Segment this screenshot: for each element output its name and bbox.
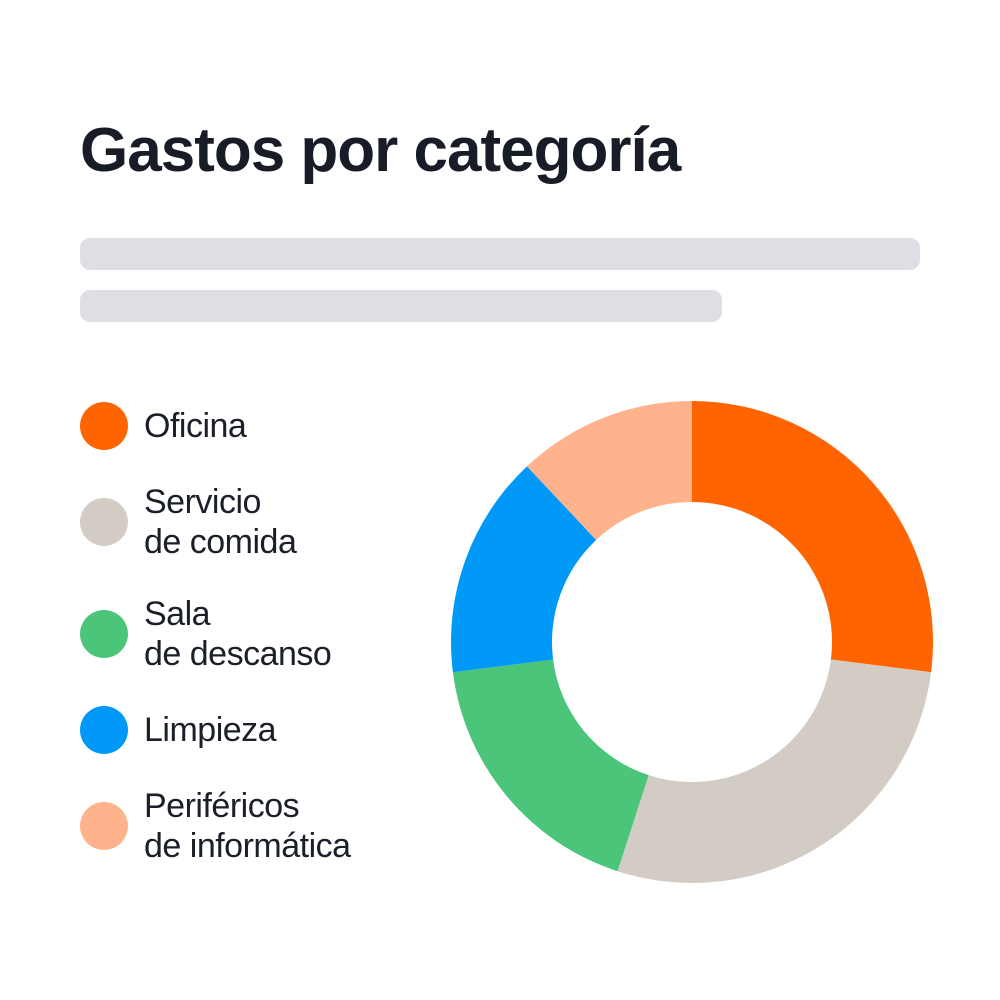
donut-chart xyxy=(451,401,933,883)
legend-swatch xyxy=(80,402,128,450)
legend-label: Periféricos de informática xyxy=(144,787,351,865)
legend-swatch xyxy=(80,802,128,850)
donut-slice-oficina xyxy=(692,401,933,673)
legend-label: Servicio de comida xyxy=(144,483,297,561)
legend-swatch xyxy=(80,610,128,658)
legend-label: Oficina xyxy=(144,407,247,445)
legend-label: Limpieza xyxy=(144,711,277,749)
chart-title: Gastos por categoría xyxy=(80,116,681,185)
donut-slice-sala-de-descanso xyxy=(452,659,649,872)
donut-slice-servicio-de-comida xyxy=(617,659,932,883)
donut-slice-limpieza xyxy=(451,466,597,673)
legend-swatch xyxy=(80,706,128,754)
donut-slice-perifericos-de-informatica xyxy=(527,401,692,540)
legend-label: Sala de descanso xyxy=(144,595,332,673)
text-placeholder-bar xyxy=(80,290,722,322)
text-placeholder-bar xyxy=(80,238,920,270)
legend-swatch xyxy=(80,498,128,546)
